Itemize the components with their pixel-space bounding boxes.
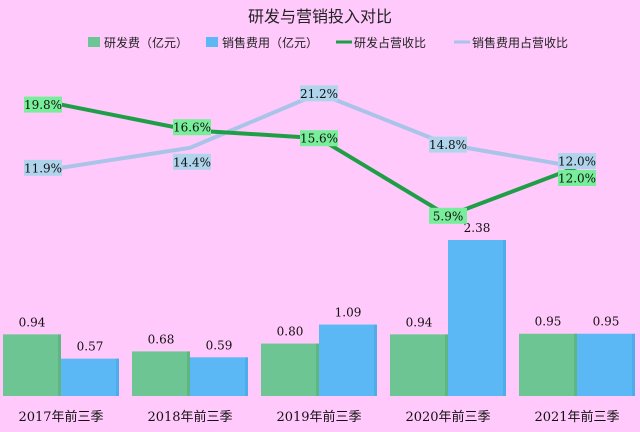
bar-label-group: 0.94 0.57 0.68 0.59 0.80 1.09 0.94 2.38 0.95 0.95	[19, 221, 620, 354]
bar-value-label: 0.80	[277, 325, 304, 339]
data-label-box	[24, 159, 62, 176]
data-label: 14.8%	[429, 138, 467, 152]
data-label: 16.6%	[173, 121, 211, 135]
x-tick-label: 2021年前三季	[534, 409, 619, 425]
bar-edge	[574, 333, 577, 396]
data-label-box	[173, 153, 211, 170]
x-tick-label: 2019年前三季	[276, 409, 361, 425]
bar	[448, 240, 506, 396]
bar	[519, 333, 577, 396]
bar	[577, 333, 635, 396]
chart-title: 研发与营销投入对比	[248, 7, 392, 26]
data-label-box	[24, 96, 62, 113]
legend-swatch	[206, 37, 218, 47]
data-label-box	[300, 85, 338, 102]
bar-edge	[187, 351, 190, 396]
data-label-box	[300, 130, 338, 147]
bar-edge	[58, 334, 61, 396]
bar-value-label: 0.94	[19, 315, 46, 329]
bar-group	[3, 240, 635, 396]
bar	[190, 357, 248, 396]
legend-entry: 销售费用（亿元）	[222, 35, 318, 50]
bar-value-label: 0.57	[77, 340, 104, 354]
bar	[3, 334, 61, 396]
line-group	[60, 91, 578, 218]
bar-edge	[445, 334, 448, 396]
data-label: 5.9%	[433, 209, 464, 223]
bar	[261, 343, 319, 396]
legend: 研发费（亿元） 销售费用（亿元） 研发占营收比 销售费用占营收比	[88, 35, 568, 50]
series-line	[60, 102, 578, 218]
legend-entry: 销售费用占营收比	[472, 35, 568, 50]
bar-value-label: 1.09	[335, 306, 362, 320]
data-label-box	[429, 207, 467, 224]
data-label-box	[173, 119, 211, 136]
legend-entry: 研发费（亿元）	[104, 35, 188, 50]
bar-edge	[245, 357, 248, 396]
data-label-box	[558, 170, 596, 186]
data-label: 12.0%	[558, 155, 596, 169]
bar-value-label: 0.94	[406, 315, 433, 329]
bar-value-label: 0.95	[535, 315, 562, 329]
bar-edge	[316, 343, 319, 396]
data-label: 21.2%	[300, 87, 338, 101]
data-label: 14.4%	[173, 155, 211, 169]
data-label: 12.0%	[558, 172, 596, 186]
bar	[319, 324, 377, 396]
data-label: 11.9%	[24, 161, 62, 175]
bar	[390, 334, 448, 396]
x-tick-label: 2017年前三季	[18, 409, 103, 425]
bar-value-label: 0.59	[206, 338, 233, 352]
data-label-box	[429, 136, 467, 153]
bar-value-label: 0.95	[593, 315, 620, 329]
bar-value-label: 0.68	[148, 332, 175, 346]
bar-edge	[116, 358, 119, 396]
data-label: 19.8%	[24, 98, 62, 112]
x-axis-ticks: 2017年前三季 2018年前三季 2019年前三季 2020年前三季 2021年前三季	[18, 409, 619, 425]
data-label-box	[558, 153, 596, 169]
data-label: 15.6%	[300, 132, 338, 146]
x-tick-label: 2020年前三季	[405, 409, 490, 425]
x-tick-label: 2018年前三季	[147, 409, 232, 425]
percentage-label-group: 19.8% 16.6% 15.6% 5.9% 12.0% 11.9% 14.4% 21.2% 1…	[24, 85, 596, 224]
bar-edge	[632, 333, 635, 396]
bar-edge	[374, 324, 377, 396]
bar-edge	[503, 240, 506, 396]
bar	[61, 358, 119, 396]
bar-value-label: 2.38	[464, 221, 491, 235]
legend-entry: 研发占营收比	[354, 35, 426, 50]
legend-swatch	[88, 37, 100, 47]
bar	[132, 351, 190, 396]
